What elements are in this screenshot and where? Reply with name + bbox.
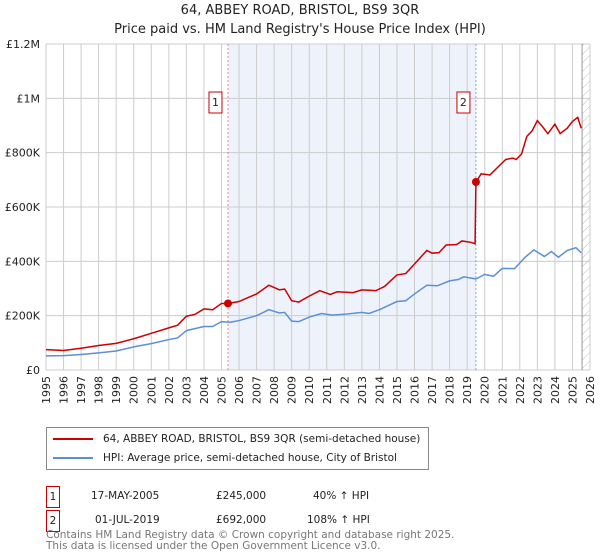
- sale-badge: 1: [46, 486, 60, 508]
- x-tick-label: 2002: [163, 376, 176, 404]
- sale-label-box: [208, 91, 223, 114]
- series-line-property: [45, 116, 582, 352]
- x-tick-label: 2008: [268, 376, 281, 404]
- x-tick-label: 2022: [514, 376, 527, 404]
- x-tick-label: 2011: [321, 376, 334, 404]
- footer-copyright: Contains HM Land Registry data © Crown c…: [46, 529, 455, 541]
- footer-licence: This data is licensed under the Open Gov…: [46, 540, 381, 552]
- x-tick-label: 2005: [215, 376, 228, 404]
- sale-label-text: 2: [460, 96, 467, 109]
- x-tick-label: 1998: [93, 376, 106, 404]
- x-tick-label: 2007: [251, 376, 264, 404]
- x-tick-label: 2015: [391, 376, 404, 404]
- x-tick-label: 2012: [338, 376, 351, 404]
- sale-hpi-change: 108% ↑ HPI: [307, 514, 370, 526]
- sale-row: 2 01-JUL-2019 £692,000 108% ↑ HPI: [46, 510, 446, 532]
- legend: 64, ABBEY ROAD, BRISTOL, BS9 3QR (semi-d…: [46, 427, 429, 470]
- footer: Contains HM Land Registry data © Crown c…: [46, 530, 454, 552]
- x-tick-label: 1999: [110, 376, 123, 404]
- y-tick-label: £800K: [5, 147, 41, 160]
- x-tick-label: 2004: [198, 376, 211, 404]
- y-tick-label: £200K: [5, 310, 41, 323]
- x-tick-label: 2013: [356, 376, 369, 404]
- x-tick-label: 2000: [128, 376, 141, 404]
- x-tick-label: 1996: [58, 376, 71, 404]
- x-tick-label: 2026: [584, 376, 597, 404]
- x-tick-label: 2019: [461, 376, 474, 404]
- sale-hpi-change: 40% ↑ HPI: [313, 490, 370, 502]
- sale-price: £692,000: [216, 514, 267, 526]
- y-tick-label: £1M: [17, 92, 41, 105]
- x-tick-label: 2001: [145, 376, 158, 404]
- x-tick-label: 2024: [549, 376, 562, 404]
- sale-marker-2: [471, 178, 480, 187]
- x-tick-label: 2017: [426, 376, 439, 404]
- sale-label-text: 1: [212, 96, 219, 109]
- sale-badge: 2: [46, 510, 60, 532]
- legend-item-hpi: HPI: Average price, semi-detached house,…: [53, 452, 397, 464]
- y-tick-label: £1.2M: [6, 38, 40, 51]
- x-tick-label: 2016: [409, 376, 422, 404]
- x-tick-label: 2020: [479, 376, 492, 404]
- x-tick-label: 2009: [286, 376, 299, 404]
- legend-item-property: 64, ABBEY ROAD, BRISTOL, BS9 3QR (semi-d…: [53, 433, 420, 445]
- sale-date: 01-JUL-2019: [95, 514, 160, 526]
- x-tick-label: 2006: [233, 376, 246, 404]
- legend-swatch-property: [53, 438, 93, 440]
- chart-title: 64, ABBEY ROAD, BRISTOL, BS9 3QR: [180, 3, 420, 18]
- x-tick-label: 2018: [444, 376, 457, 404]
- legend-label-hpi: HPI: Average price, semi-detached house,…: [103, 452, 397, 464]
- x-tick-label: 1995: [40, 376, 53, 404]
- x-tick-label: 2025: [566, 376, 579, 404]
- price-chart: 1995 1996 1997 1998 1999 2000 2001 2002 2003 2004…: [5, 38, 597, 404]
- x-tick-label: 2010: [303, 376, 316, 404]
- y-tick-label: £400K: [5, 255, 41, 268]
- x-tick-label: 2021: [496, 376, 509, 404]
- chart-subtitle: Price paid vs. HM Land Registry's House …: [114, 22, 486, 37]
- x-tick-label: 2014: [373, 376, 386, 404]
- series-line-hpi: [45, 246, 582, 357]
- x-tick-label: 1997: [75, 376, 88, 404]
- legend-label-property: 64, ABBEY ROAD, BRISTOL, BS9 3QR (semi-d…: [103, 433, 421, 445]
- legend-swatch-hpi: [53, 457, 93, 459]
- sale-label-box: [456, 91, 471, 114]
- x-tick-label: 2003: [180, 376, 193, 404]
- sale-price: £245,000: [216, 490, 267, 502]
- y-tick-label: £0: [26, 364, 40, 377]
- sale-marker-1: [223, 299, 232, 308]
- sale-date: 17-MAY-2005: [91, 490, 160, 502]
- y-tick-label: £600K: [5, 201, 41, 214]
- x-tick-label: 2023: [531, 376, 544, 404]
- sale-row: 1 17-MAY-2005 £245,000 40% ↑ HPI: [46, 486, 446, 508]
